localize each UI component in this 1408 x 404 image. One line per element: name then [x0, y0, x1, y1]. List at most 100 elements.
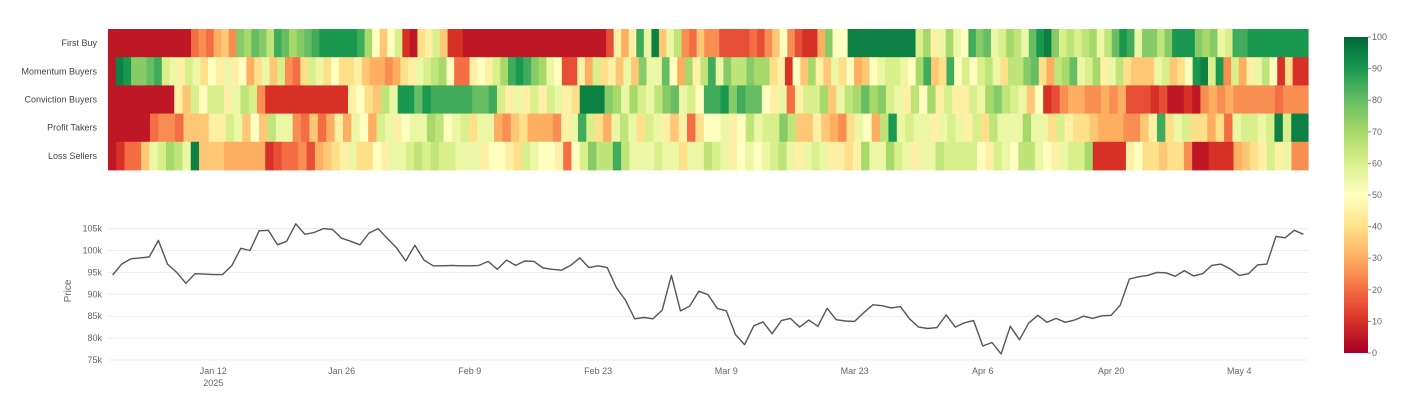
heatmap-cell: [661, 113, 671, 143]
heatmap-cell: [132, 85, 142, 114]
heatmap-cell: [323, 141, 333, 171]
heatmap-cell: [621, 141, 630, 171]
heatmap-cell: [703, 85, 713, 114]
heatmap-cell: [530, 29, 539, 58]
heatmap-cell: [238, 57, 248, 86]
heatmap-cell: [1283, 85, 1293, 114]
heatmap-cell: [496, 141, 506, 171]
heatmap-cell: [896, 113, 906, 143]
heatmap-cell: [884, 57, 894, 86]
heatmap-cell: [961, 57, 971, 86]
heatmap-cell: [571, 141, 581, 171]
heatmap-cell: [349, 29, 358, 58]
heatmap-cell: [972, 113, 982, 143]
heatmap-cell: [1291, 113, 1301, 143]
heatmap-cell: [1046, 57, 1055, 86]
heatmap-cell: [737, 113, 747, 143]
heatmap-cell: [206, 29, 215, 58]
heatmap-cell: [124, 141, 134, 171]
heatmap-cell: [372, 141, 382, 171]
heatmap-cell: [169, 57, 178, 86]
heatmap-cell: [598, 29, 607, 58]
heatmap-cell: [1232, 29, 1241, 58]
heatmap-cell: [687, 85, 697, 114]
heatmap-cell: [1258, 85, 1268, 114]
heatmap-row-label: First Buy: [61, 38, 97, 48]
heatmap-cell: [1282, 113, 1292, 143]
heatmap-cell: [985, 141, 995, 171]
heatmap-cell: [1161, 57, 1171, 86]
heatmap-cell: [108, 57, 117, 86]
heatmap-cell: [138, 57, 148, 86]
heatmap-cell: [955, 113, 965, 143]
heatmap-cell: [1209, 29, 1219, 58]
heatmap-cell: [695, 141, 705, 171]
heatmap-cell: [198, 29, 207, 58]
heatmap-cell: [339, 141, 349, 171]
heatmap-cell: [779, 113, 789, 143]
heatmap-cell: [695, 113, 705, 143]
heatmap-cell: [670, 113, 680, 143]
heatmap-cell: [265, 85, 275, 114]
heatmap-cell: [1200, 85, 1210, 114]
heatmap-cell: [274, 29, 283, 58]
heatmap-cell: [1224, 113, 1234, 143]
heatmap-cell: [778, 85, 788, 114]
heatmap-cell: [811, 141, 821, 171]
heatmap-cell: [736, 85, 746, 114]
heatmap-cell: [1111, 29, 1120, 58]
heatmap-cell: [1146, 57, 1155, 86]
heatmap-cell: [728, 141, 738, 171]
heatmap-cell: [1233, 85, 1243, 114]
heatmap-cell: [984, 57, 994, 86]
heatmap-cell: [892, 29, 902, 58]
heatmap-cell: [1150, 141, 1160, 171]
heatmap-cell: [510, 113, 520, 143]
heatmap-cell: [455, 85, 465, 114]
heatmap-cell: [745, 113, 755, 143]
heatmap-cell: [628, 29, 637, 58]
heatmap-cell: [452, 113, 462, 143]
heatmap-cell: [669, 57, 678, 86]
heatmap-cell: [561, 113, 571, 143]
heatmap-cell: [596, 141, 606, 171]
heatmap-cell: [364, 29, 373, 58]
colorbar-tick-label: 60: [1372, 158, 1382, 168]
heatmap-cell: [1028, 29, 1037, 58]
heatmap-row-label: Profit Takers: [47, 123, 97, 133]
heatmap-cell: [231, 57, 240, 86]
heatmap-cell: [561, 57, 571, 86]
heatmap-cell: [796, 113, 806, 143]
heatmap-cell: [596, 85, 606, 114]
heatmap-cell: [915, 29, 924, 58]
x-tick-label: Mar 9: [715, 366, 738, 376]
heatmap-cell: [1266, 141, 1276, 171]
heatmap-cell: [243, 29, 252, 58]
heatmap-cell: [462, 29, 471, 58]
heatmap-cell: [746, 57, 755, 86]
heatmap-cell: [1051, 29, 1060, 58]
heatmap-cell: [267, 113, 277, 143]
heatmap-cell: [1034, 141, 1044, 171]
x-tick-label: Jan 12: [200, 366, 227, 376]
heatmap-cell: [432, 29, 441, 58]
heatmap-cell: [1292, 29, 1302, 58]
heatmap-cell: [802, 29, 811, 58]
x-tick-label: Apr 6: [972, 366, 994, 376]
heatmap-cell: [418, 113, 428, 143]
heatmap-cell: [1190, 113, 1200, 143]
heatmap-cell: [277, 57, 286, 86]
heatmap-cell: [372, 29, 381, 58]
heatmap-cell: [256, 141, 266, 171]
heatmap-cell: [115, 57, 124, 86]
colorbar-tick-label: 70: [1372, 127, 1382, 137]
heatmap-cell: [1277, 57, 1286, 86]
heatmap-cell: [1010, 85, 1019, 114]
heatmap-cell: [369, 57, 378, 86]
heatmap-cell: [741, 29, 751, 58]
heatmap-cell: [700, 57, 709, 86]
heatmap-cell: [983, 29, 992, 58]
heatmap-cell: [530, 141, 539, 171]
heatmap-cell: [160, 29, 169, 58]
heatmap-cell: [913, 113, 923, 143]
